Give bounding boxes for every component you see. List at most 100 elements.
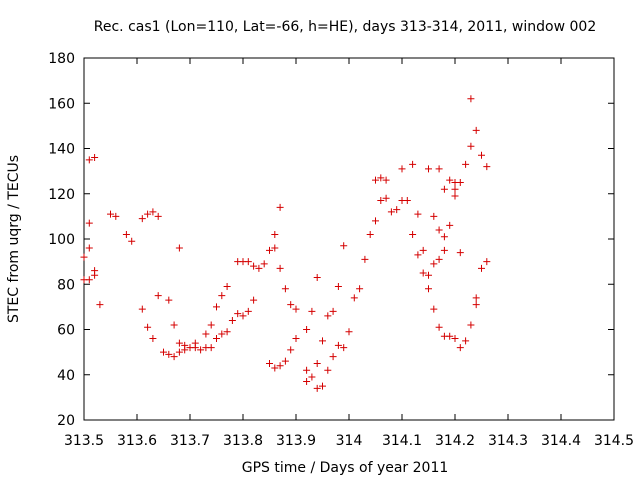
data-point	[234, 310, 242, 318]
data-point	[446, 176, 454, 184]
data-point	[250, 296, 258, 304]
data-point	[218, 330, 226, 338]
data-point	[472, 126, 480, 134]
data-point	[266, 359, 273, 367]
data-point	[319, 382, 326, 390]
data-point	[91, 154, 99, 162]
data-point	[266, 246, 273, 254]
data-point	[409, 230, 417, 238]
data-point	[308, 373, 316, 381]
data-point	[456, 178, 464, 186]
data-point	[223, 328, 231, 336]
data-point	[403, 197, 411, 205]
x-tick-label: 313.8	[223, 433, 263, 449]
data-point	[138, 215, 146, 223]
data-point	[175, 339, 183, 347]
data-point	[350, 294, 358, 302]
data-point	[334, 283, 342, 291]
data-point	[467, 321, 475, 329]
data-point	[170, 353, 178, 361]
data-point	[213, 335, 220, 343]
data-point	[451, 185, 459, 193]
data-point	[366, 230, 374, 238]
data-point	[398, 165, 406, 173]
data-point	[393, 206, 401, 214]
data-point	[440, 233, 448, 241]
data-point	[128, 237, 136, 245]
data-point	[85, 219, 93, 227]
data-point	[478, 151, 485, 159]
data-point	[446, 332, 454, 340]
data-point	[292, 335, 300, 343]
data-point	[313, 384, 321, 392]
data-point	[456, 249, 464, 257]
x-tick-label: 313.6	[117, 433, 157, 449]
data-point	[472, 294, 480, 302]
x-tick-label: 314.4	[541, 433, 581, 449]
data-point	[244, 258, 252, 266]
data-point	[435, 226, 443, 234]
data-point	[483, 258, 491, 266]
data-point	[271, 364, 279, 372]
data-point	[440, 185, 448, 193]
data-point	[425, 165, 432, 173]
data-point	[96, 301, 104, 309]
data-point	[181, 346, 189, 354]
data-point	[372, 176, 379, 184]
data-point	[191, 339, 199, 347]
y-tick-label: 100	[48, 232, 75, 248]
data-point	[324, 312, 332, 320]
data-point	[218, 292, 226, 300]
data-point	[329, 307, 337, 315]
data-point	[260, 260, 268, 268]
data-point	[409, 160, 417, 168]
data-point	[85, 244, 93, 252]
data-point	[122, 230, 130, 238]
data-point	[446, 221, 454, 229]
data-point	[345, 328, 353, 336]
data-point	[223, 283, 231, 291]
data-point	[303, 326, 311, 333]
data-point	[271, 230, 279, 238]
data-point	[382, 194, 390, 202]
data-point	[430, 212, 438, 220]
data-point	[303, 378, 311, 386]
data-point	[228, 316, 236, 324]
data-point	[271, 244, 279, 252]
data-point	[170, 321, 178, 329]
data-point	[425, 285, 432, 293]
data-point	[462, 160, 470, 168]
data-series	[80, 95, 491, 392]
data-point	[287, 346, 295, 354]
data-point	[483, 163, 491, 171]
data-point	[340, 242, 348, 250]
data-point	[313, 359, 321, 367]
data-point	[419, 269, 427, 277]
data-point	[165, 296, 173, 304]
x-tick-label: 314.2	[435, 433, 475, 449]
y-tick-label: 120	[48, 187, 75, 203]
data-point	[435, 323, 443, 331]
data-point	[112, 212, 120, 220]
x-tick-label: 313.9	[276, 433, 316, 449]
data-point	[308, 307, 316, 315]
data-point	[467, 95, 475, 103]
data-point	[451, 335, 459, 343]
data-point	[175, 244, 183, 252]
data-point	[340, 344, 348, 352]
data-point	[382, 176, 390, 184]
y-tick-label: 20	[57, 413, 75, 429]
data-point	[276, 362, 284, 370]
data-point	[372, 217, 379, 225]
data-point	[149, 208, 157, 216]
data-point	[287, 301, 295, 309]
x-tick-label: 314	[336, 433, 363, 449]
data-point	[425, 271, 432, 279]
data-point	[456, 344, 464, 352]
data-point	[292, 305, 300, 313]
y-tick-label: 160	[48, 96, 75, 112]
y-tick-label: 80	[57, 277, 75, 293]
data-point	[281, 285, 289, 293]
